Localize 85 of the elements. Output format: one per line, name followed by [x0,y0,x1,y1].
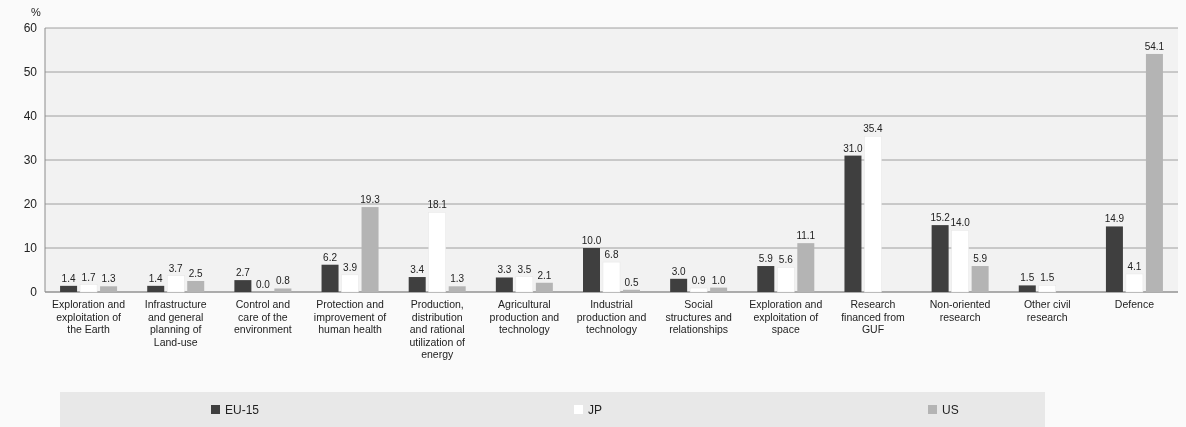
data-label: 1.3 [101,273,116,285]
bar [623,289,640,292]
data-label: 2.1 [537,269,552,281]
data-label: 6.8 [604,249,619,261]
bar [757,266,775,292]
bar [187,281,205,292]
bar [147,285,165,292]
bar [321,264,339,292]
data-label: 3.5 [517,263,532,275]
data-label: 3.3 [497,264,512,276]
data-label: 1.5 [1040,272,1055,284]
legend-label: EU-15 [225,403,260,417]
data-label: 5.6 [778,254,794,266]
data-label: 2.7 [235,267,251,279]
x-tick-label: Social structures and relationships [665,298,733,335]
data-label: 1.5 [1020,272,1035,284]
bar [495,277,513,292]
x-tick-label: Exploration and exploitation of space [749,298,823,335]
data-label: 19.3 [360,194,381,206]
data-label: 4.1 [1127,260,1142,272]
data-label: 18.1 [427,199,448,211]
data-label: 15.2 [930,212,951,224]
bar [844,155,862,292]
bar [1018,285,1036,292]
bar [931,225,949,292]
bar [234,280,252,292]
data-label: 1.3 [450,273,465,285]
legend-label: US [942,403,959,417]
bar [1145,53,1163,292]
bar [1105,226,1123,292]
data-label: 3.7 [168,262,184,274]
bar [583,248,600,292]
x-tick-label: Industrial production and technology [576,298,647,335]
data-label: 2.5 [188,268,204,279]
x-tick-label: Defence [1114,298,1155,310]
data-label: 54.1 [1144,40,1165,52]
data-label: 14.0 [950,217,971,229]
bar [971,266,989,292]
data-label: 10.0 [581,235,602,246]
bar [535,282,553,292]
data-label: 5.9 [973,253,988,265]
data-label: 3.0 [671,265,687,277]
x-tick-label: Protection and improvement of human health [313,298,387,335]
data-label: 0.8 [275,275,291,287]
data-label: 5.9 [758,253,774,265]
data-label: 3.4 [410,264,425,276]
data-label: 0.9 [691,275,707,287]
data-label: 3.9 [343,261,358,273]
data-label: 1.0 [711,274,727,286]
y-tick-label: 10 [23,241,38,255]
data-label: 31.0 [843,142,864,154]
x-tick-label: Exploration and exploitation of the Earth [52,298,126,335]
y-tick-label: 50 [23,65,38,79]
bar [408,277,426,292]
x-tick-label: Non-oriented research [929,298,991,323]
data-label: 1.7 [81,271,96,283]
data-label: 0.0 [255,279,271,290]
y-axis-title: % [31,6,41,18]
x-tick-label: Other civil research [1023,298,1071,323]
bar [448,286,466,292]
x-tick-label: Research financed from GUF [841,298,906,335]
data-label: 11.1 [796,230,816,242]
y-tick-label: 20 [23,197,38,211]
bar [100,286,118,292]
data-label: 14.9 [1104,213,1125,225]
bar [274,288,292,292]
x-tick-label: Production, distribution and rational utilization of energy [409,298,465,360]
bar [710,287,728,292]
data-label: 1.4 [148,272,164,284]
bar [670,278,688,292]
data-label: 6.2 [323,251,338,263]
x-tick-label: Infrastructure and general planning of Land-use [144,298,207,348]
y-tick-label: 40 [23,109,38,123]
legend-label: JP [588,403,603,417]
bar [361,207,379,292]
y-tick-label: 0 [30,285,38,299]
data-label: 0.5 [624,276,639,288]
y-tick-label: 30 [23,153,38,167]
x-tick-label: Agricultural production and technology [489,298,560,335]
bar [60,285,78,292]
x-tick-label: Control and care of the environment [233,298,292,335]
y-tick-label: 60 [23,21,38,35]
data-label: 35.4 [863,123,884,135]
bar [797,243,815,292]
data-label: 1.4 [61,272,76,284]
